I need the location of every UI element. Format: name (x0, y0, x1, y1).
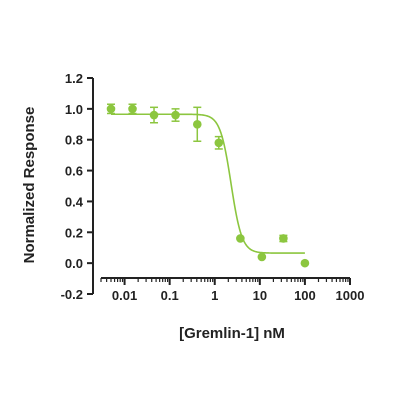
y-tick-label: 0.4 (65, 194, 84, 209)
data-point (106, 104, 116, 114)
x-tick-label: 10 (253, 288, 267, 303)
data-points-layer (106, 103, 310, 268)
y-tick-label: -0.2 (61, 287, 83, 302)
data-point (300, 258, 310, 268)
data-point (171, 110, 180, 120)
fit-curve (111, 113, 305, 254)
y-axis-label: Normalized Response (21, 107, 38, 264)
data-point (192, 119, 202, 129)
x-axis-label: [Gremlin-1] nM (179, 325, 285, 342)
data-point (149, 110, 159, 120)
y-tick-label: 1.2 (65, 71, 83, 86)
data-point (257, 252, 267, 262)
x-tick-label: 0.1 (161, 288, 179, 303)
data-point (128, 104, 137, 114)
y-tick-label: 0.6 (65, 164, 83, 179)
data-point (279, 234, 288, 243)
x-tick-label: 100 (294, 288, 316, 303)
data-point (214, 138, 224, 148)
x-tick-label: 1000 (336, 288, 365, 303)
x-tick-label: 1 (211, 288, 218, 303)
y-tick-label: 0.8 (65, 133, 83, 148)
y-tick-label: 0.0 (65, 256, 83, 271)
fit-curve-layer (111, 113, 305, 254)
y-axis: -0.2 0.0 0.2 0.4 0.6 0.8 1.0 1.2 (61, 71, 94, 302)
x-axis: 0.01 0.1 1 10 100 1000 (100, 277, 365, 303)
x-tick-label: 0.01 (112, 288, 137, 303)
data-point (236, 234, 245, 243)
y-tick-label: 1.0 (65, 102, 83, 117)
y-tick-label: 0.2 (65, 225, 83, 240)
